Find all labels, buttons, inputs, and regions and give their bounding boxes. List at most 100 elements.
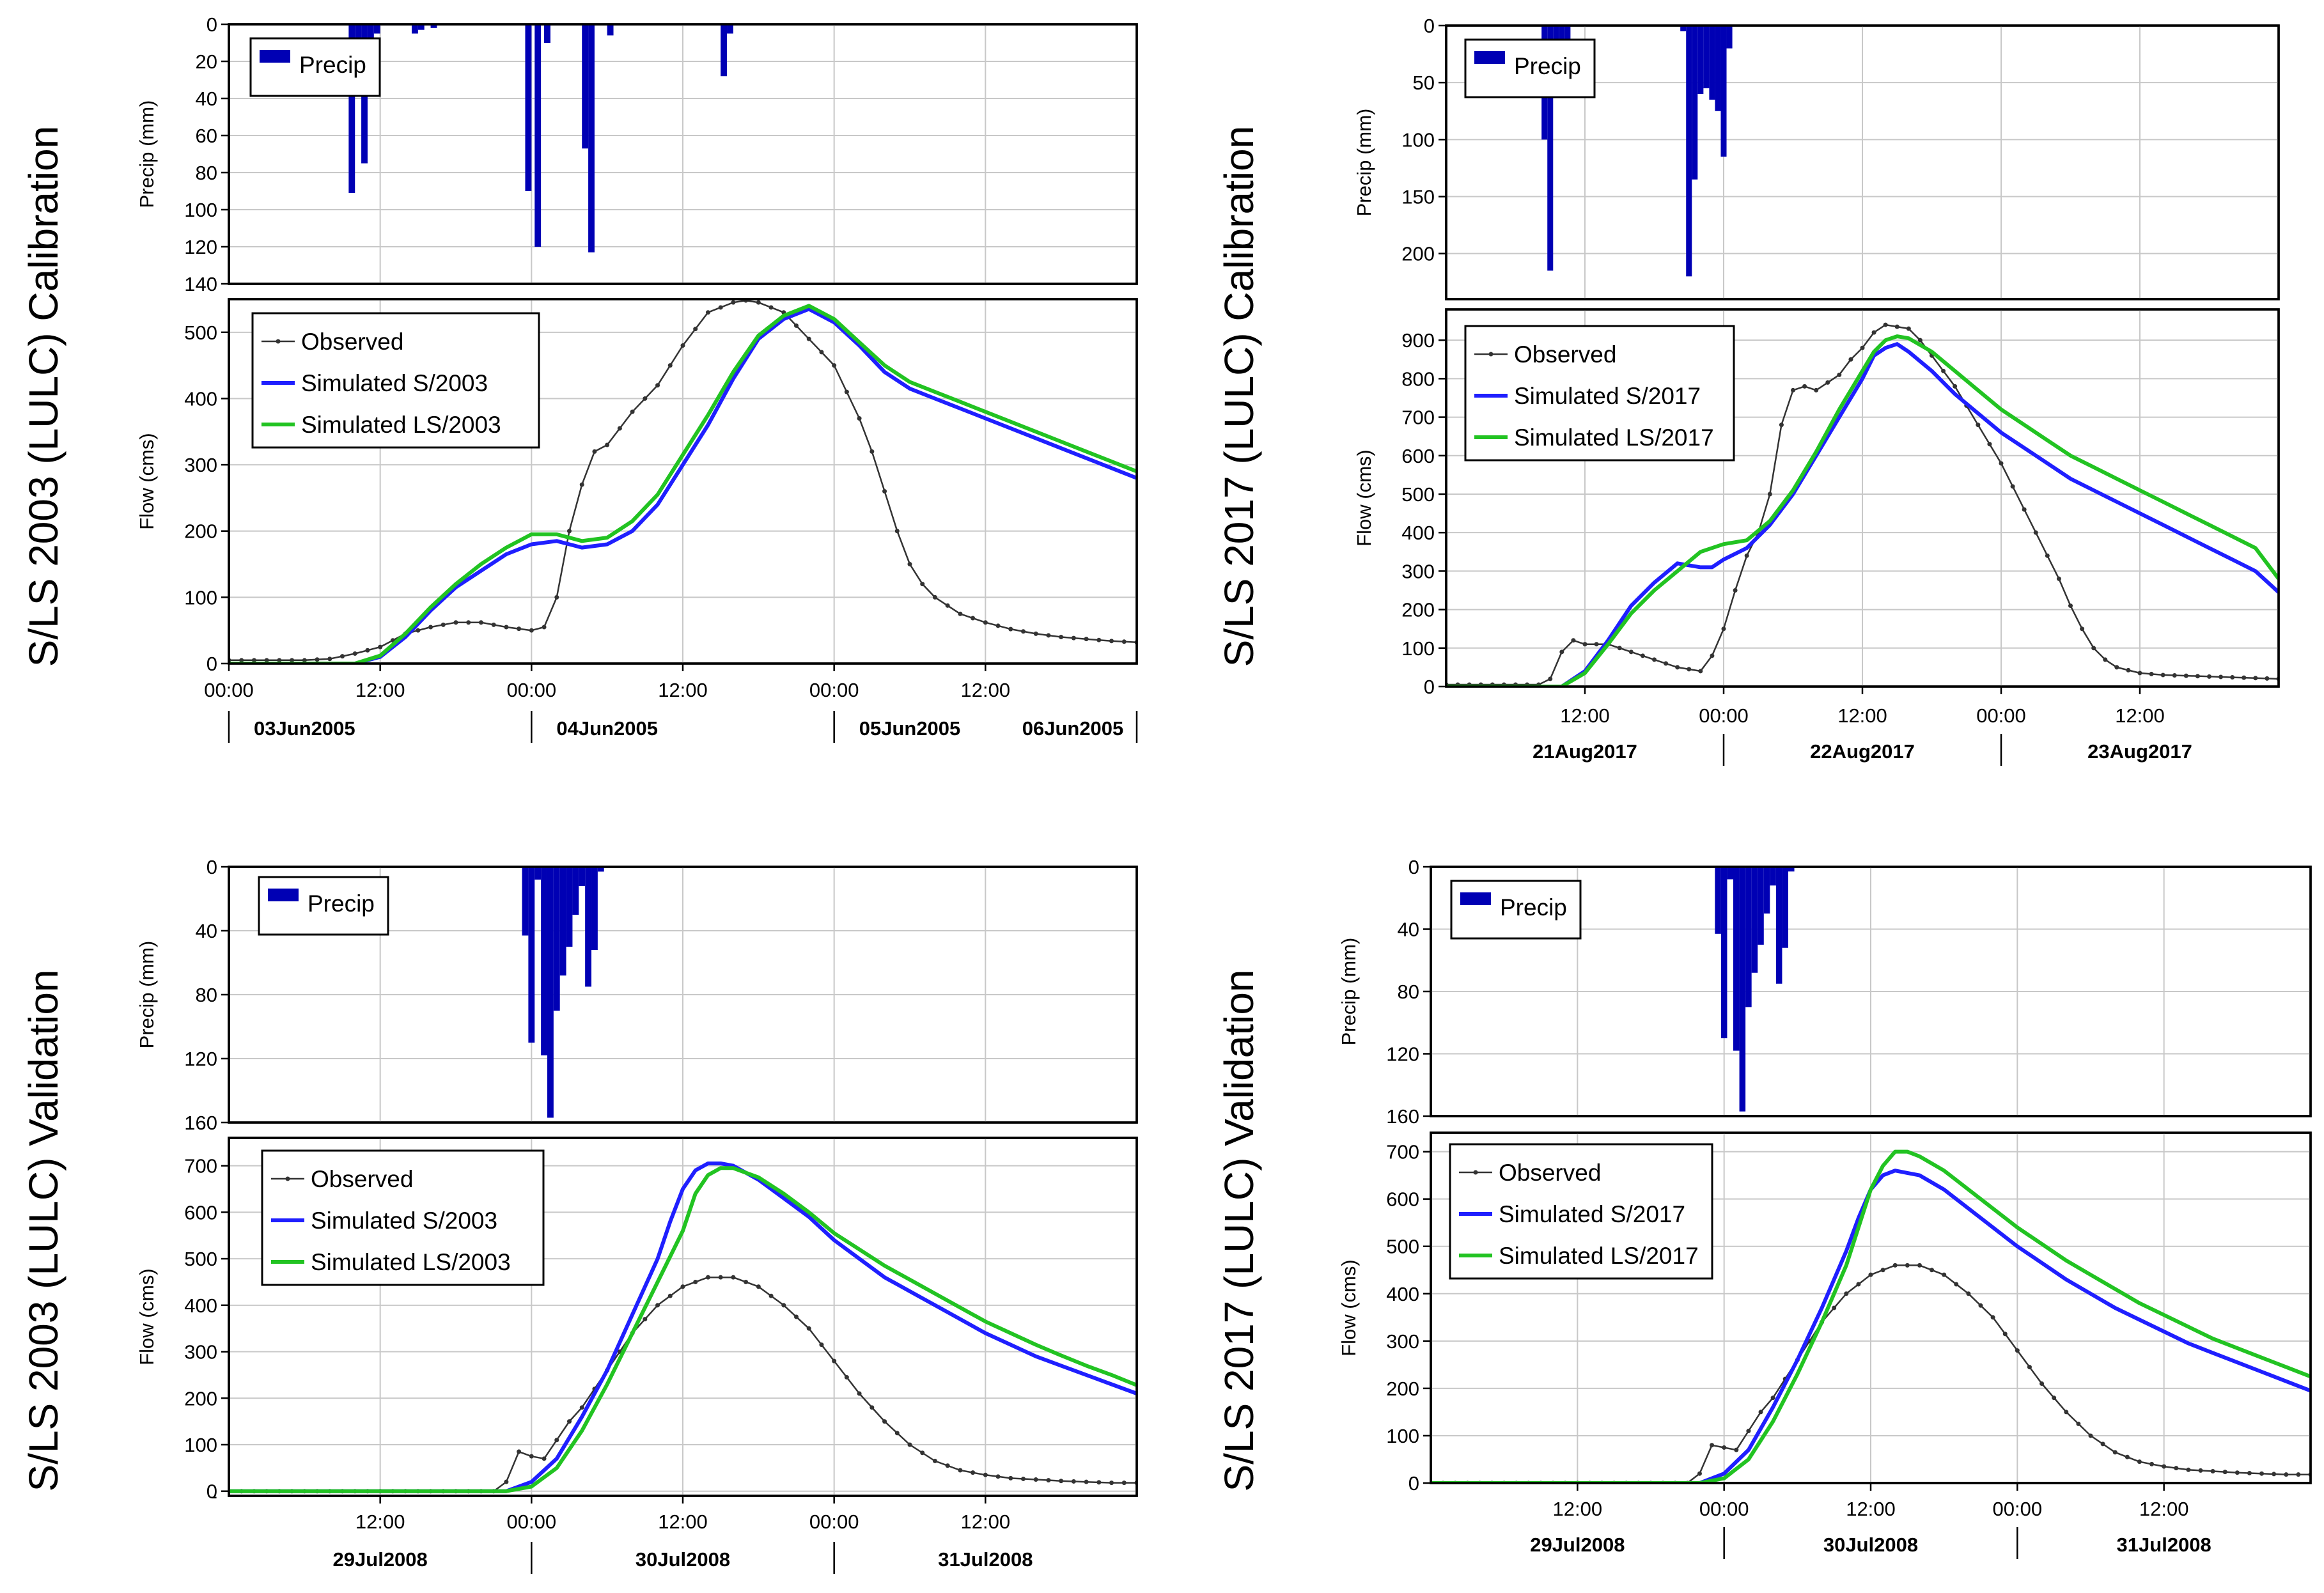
observed-point (680, 1284, 685, 1289)
observed-point (794, 323, 799, 328)
flow-ytick-label: 500 (184, 322, 217, 344)
precip-ytick-label: 120 (184, 236, 217, 258)
precip-bar (1686, 26, 1692, 277)
legend-label-sim_ls: Simulated LS/2003 (311, 1249, 511, 1275)
observed-point (2272, 1472, 2277, 1477)
date-label: 30Jul2008 (636, 1548, 730, 1571)
precip-bar (607, 24, 614, 36)
observed-point (1779, 423, 1784, 428)
precip-bar (727, 24, 733, 34)
date-label: 29Jul2008 (333, 1548, 428, 1571)
observed-point (517, 1449, 522, 1454)
precip-panel: 0 40 80 120 160 Precip (mm) Precip (136, 856, 1138, 1134)
observed-point (2064, 1410, 2069, 1415)
precip-ylabel: Precip (mm) (136, 100, 158, 208)
precip-bar (585, 867, 592, 987)
precip-bar (1703, 26, 1710, 89)
legend-label-sim_ls: Simulated LS/2017 (1514, 424, 1714, 451)
precip-ytick-label: 140 (184, 273, 217, 295)
series-line-sim_s (1431, 1169, 2311, 1483)
observed-point (416, 628, 421, 633)
observed-point (504, 625, 509, 630)
observed-point (718, 305, 723, 310)
precip-legend-box (249, 37, 381, 97)
observed-point (1767, 492, 1772, 497)
precip-frame (1445, 24, 2280, 300)
observed-point (1008, 626, 1013, 632)
precip-ytick-label: 60 (196, 125, 217, 147)
observed-point (2052, 1395, 2057, 1401)
flow-legend-box (1449, 1143, 1713, 1280)
precip-bar (721, 24, 728, 77)
observed-point (857, 1391, 862, 1396)
flow-xtick-label: 12:00 (2139, 1498, 2189, 1520)
flow-xtick-label: 12:00 (355, 1511, 405, 1533)
observed-point (1954, 1282, 1959, 1287)
precip-panel: 0 40 80 120 160 Precip (mm) Precip (1337, 856, 2312, 1128)
observed-point (1868, 1272, 1873, 1277)
observed-point (995, 1474, 1001, 1479)
precip-ytick-label: 80 (1398, 981, 1419, 1003)
flow-ytick-label: 700 (184, 1155, 217, 1177)
flow-ylabel: Flow (cms) (136, 1268, 158, 1365)
flow-ytick-label: 600 (1401, 445, 1435, 467)
observed-point (2114, 665, 2119, 670)
observed-point (315, 657, 320, 662)
flow-ytick-label: - (211, 1485, 217, 1507)
date-label: 21Aug2017 (1532, 740, 1637, 763)
observed-point (1791, 387, 1795, 392)
precip-frame (228, 23, 1138, 285)
observed-point (554, 594, 559, 600)
observed-point (693, 1279, 698, 1284)
precip-ytick-label: 40 (1398, 919, 1419, 941)
observed-point (920, 582, 925, 587)
observed-point (1883, 322, 1888, 327)
date-label: 06Jun2005 (1022, 717, 1124, 740)
precip-bar (547, 867, 554, 1118)
observed-point (1096, 1480, 1102, 1485)
chart-panel-3: S/LS 2003 (LULC) Validation 0 40 80 120 160 Pr… (20, 856, 1138, 1574)
observed-point (277, 658, 282, 663)
observed-point (894, 1431, 900, 1436)
flow-xtick-label: 00:00 (1699, 704, 1749, 727)
observed-point (2088, 1433, 2093, 1438)
observed-point (1008, 1475, 1013, 1480)
observed-point (1640, 653, 1645, 658)
flow-ytick-label: 0 (1408, 1472, 1419, 1495)
flow-xtick-label: 12:00 (1553, 1498, 1603, 1520)
observed-point (1697, 1471, 1702, 1476)
observed-point (907, 1442, 912, 1447)
observed-point (882, 489, 887, 494)
observed-point (693, 327, 698, 332)
observed-point (958, 1468, 963, 1473)
observed-point (655, 383, 660, 388)
observed-point (1802, 384, 1807, 389)
observed-point (1905, 1263, 1910, 1268)
precip-legend-box (258, 876, 389, 936)
observed-point (1814, 387, 1819, 392)
observed-point (1734, 1447, 1739, 1452)
precip-bar (367, 24, 374, 43)
flow-ylabel: Flow (cms) (1353, 449, 1375, 547)
precip-ylabel: Precip (mm) (1353, 109, 1375, 217)
observed-point (857, 416, 862, 421)
observed-point (327, 657, 332, 662)
date-label: 22Aug2017 (1810, 740, 1915, 763)
observed-point (2219, 674, 2224, 680)
precip-ytick-label: 0 (1424, 15, 1435, 37)
chart-panel-2: S/LS 2017 (LULC) Calibration 0 50 100 150 200… (1216, 15, 2280, 766)
flow-ytick-label: 300 (184, 1341, 217, 1364)
observed-point (1033, 1477, 1038, 1482)
observed-point (1953, 384, 1958, 389)
observed-point (1871, 330, 1876, 335)
observed-point (264, 658, 269, 663)
observed-point (441, 622, 446, 627)
observed-point (1917, 338, 1922, 343)
observed-point (529, 628, 534, 633)
observed-point (2022, 507, 2027, 512)
legend-marker (1488, 352, 1493, 357)
observed-point (2253, 676, 2258, 681)
flow-ytick-label: 400 (184, 387, 217, 410)
observed-point (478, 620, 483, 625)
precip-bar (572, 867, 579, 915)
